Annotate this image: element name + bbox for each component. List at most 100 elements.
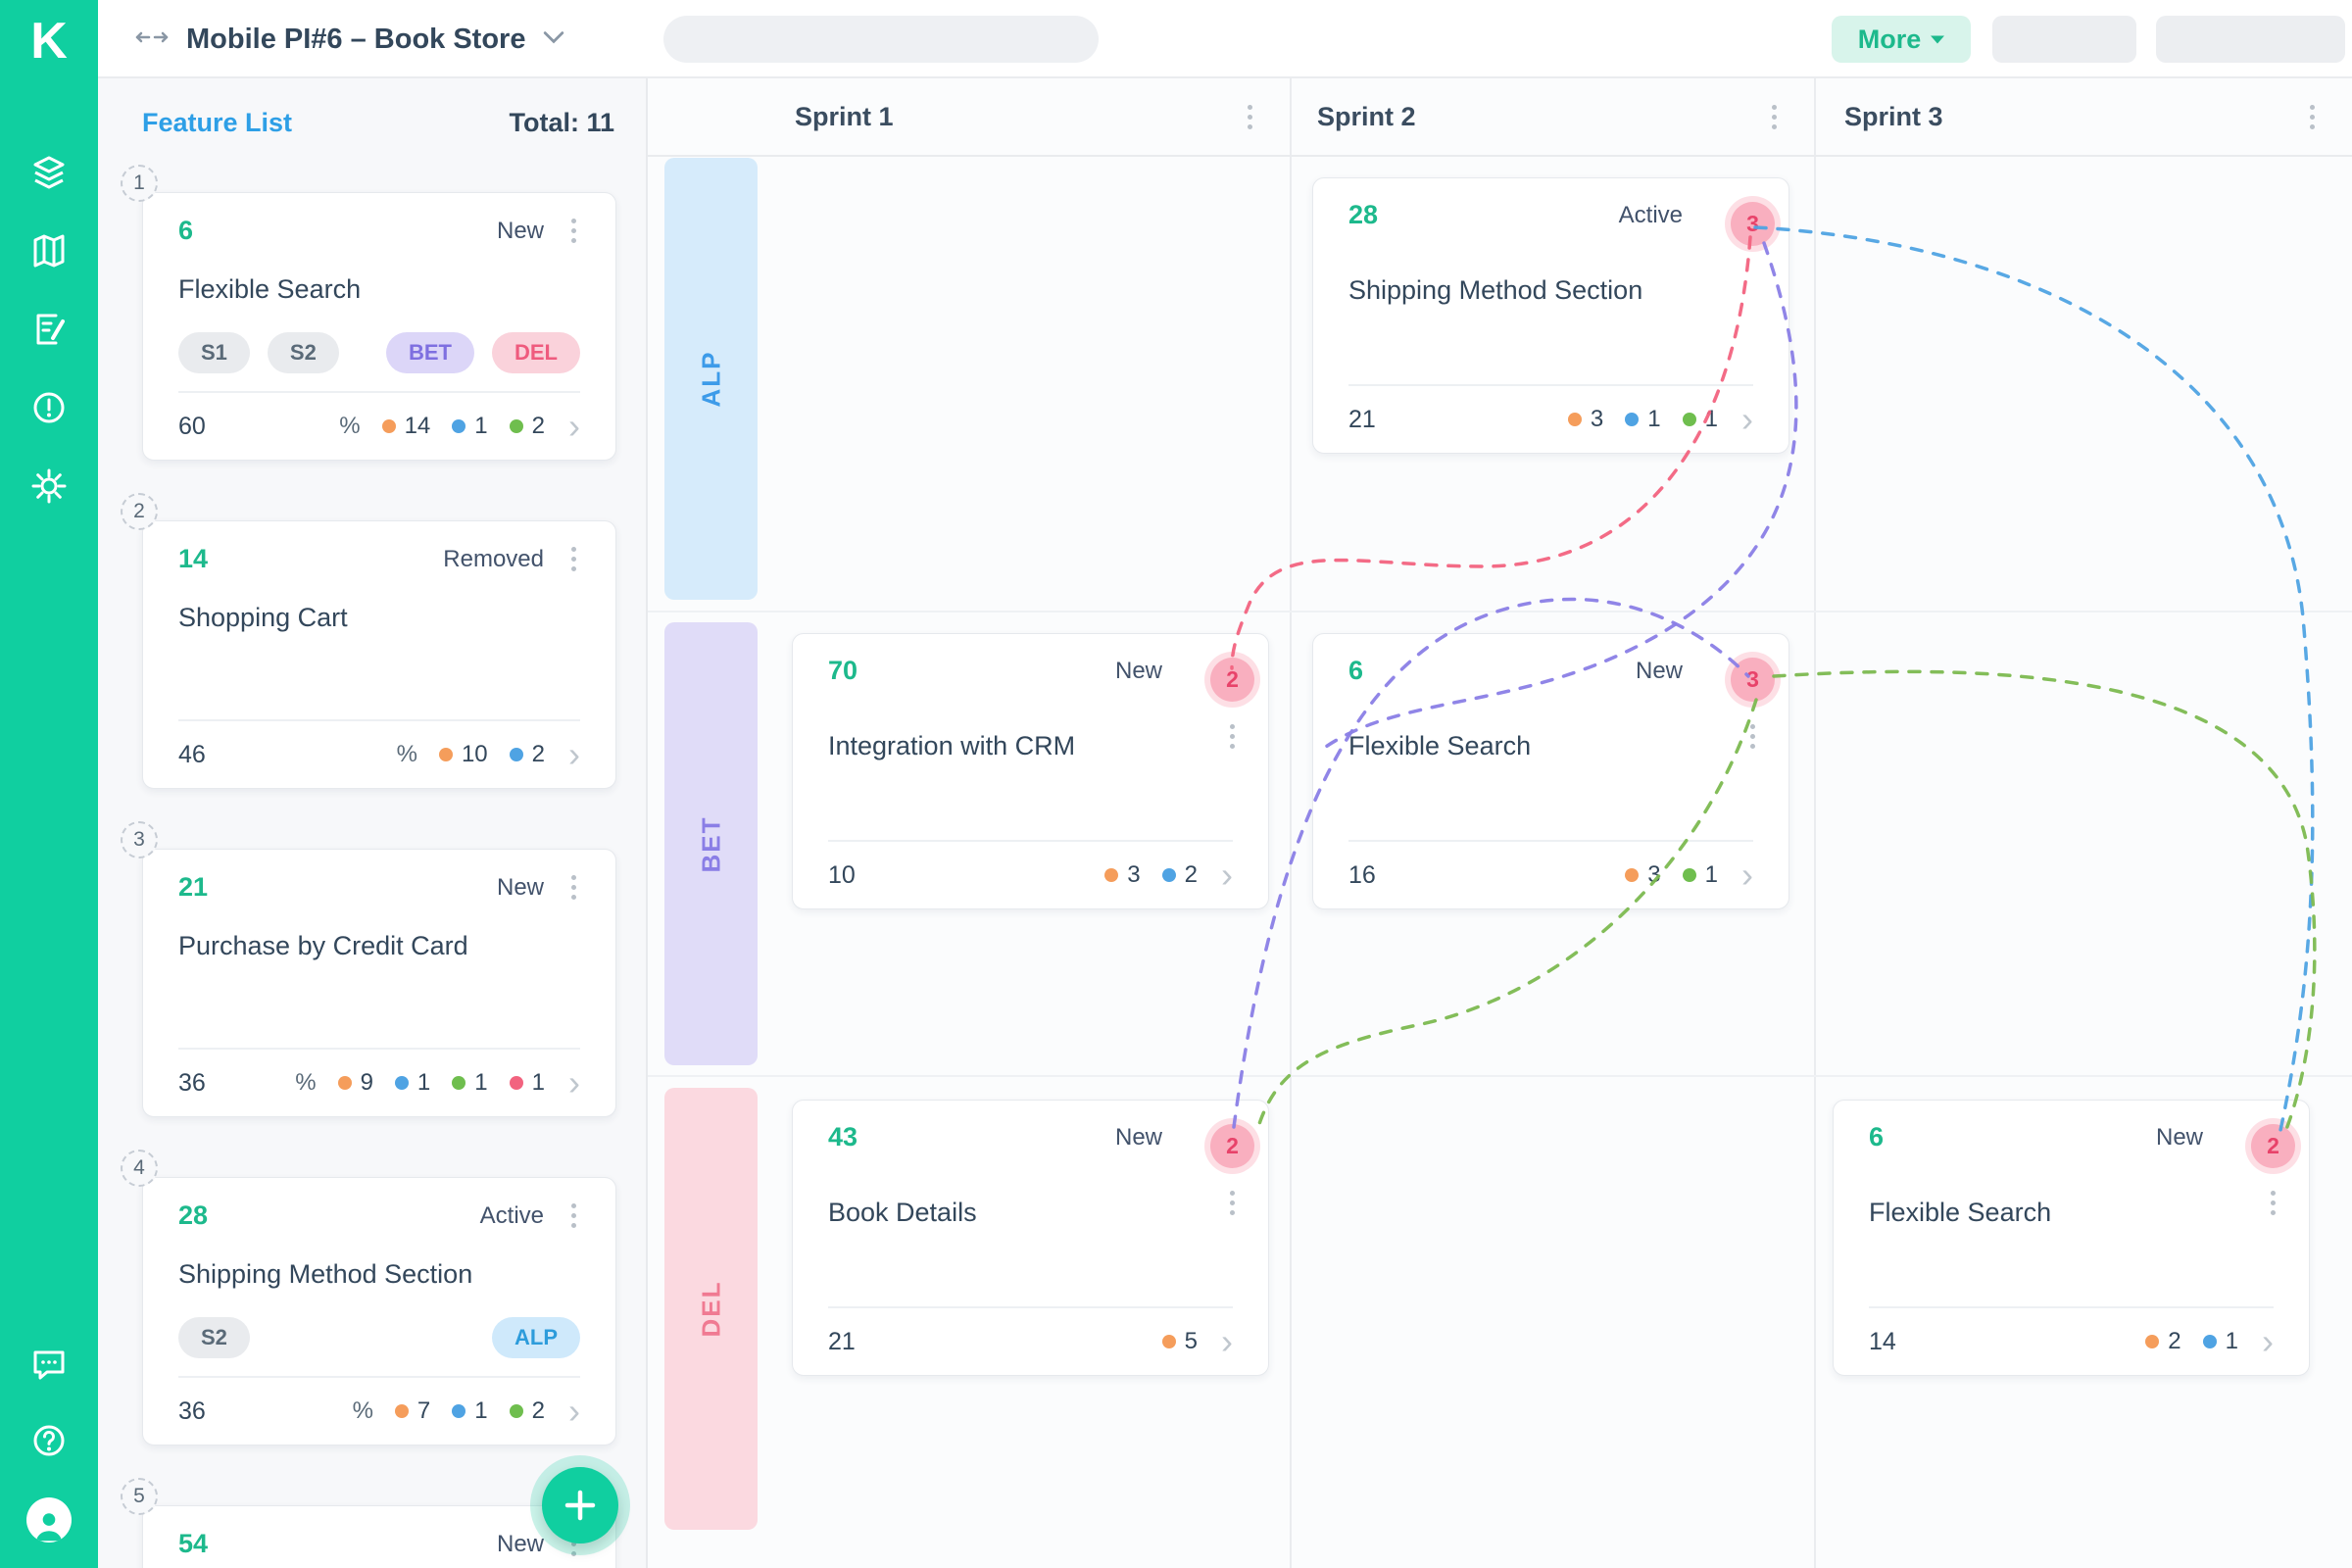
card-menu-icon[interactable] [2267,1187,2279,1219]
board-card[interactable]: 6 New 3 Flexible Search 16 3 1 › [1312,633,1789,909]
percent-sign: % [339,413,361,439]
column-title: Sprint 2 [1317,101,1416,131]
sidebar: K [0,0,98,1568]
app-logo[interactable]: K [30,13,68,70]
count-blue: 1 [452,1397,488,1425]
dependency-count-badge[interactable]: 2 [1210,1124,1254,1168]
column-menu-icon[interactable] [1244,101,1256,133]
card-tags: S2 ALP [178,1317,580,1358]
count-orange: 7 [394,1397,430,1425]
expand-chevron-icon[interactable]: › [568,734,580,774]
column-menu-icon[interactable] [1768,101,1781,133]
tag-s1[interactable]: S1 [178,332,250,373]
card-menu-icon[interactable] [567,543,580,575]
card-title: Book Details [828,1198,977,1227]
column-menu-icon[interactable] [2306,101,2319,133]
card-title: Shipping Method Section [178,1259,473,1289]
count-green: 1 [1682,861,1718,889]
dependency-count-badge[interactable]: 3 [1731,202,1775,246]
card-id: 54 [178,1529,209,1558]
card-tags [178,661,580,702]
card-id: 14 [178,544,209,573]
card-menu-icon[interactable] [567,1200,580,1232]
card-title: Flexible Search [178,274,362,304]
card-menu-icon[interactable] [567,215,580,247]
collapse-arrows-icon[interactable] [135,25,169,54]
card-status: New [496,1530,544,1557]
expand-chevron-icon[interactable]: › [568,1391,580,1431]
planning-notes-icon[interactable] [29,310,69,349]
map-icon[interactable] [29,231,69,270]
card-menu-icon[interactable] [1226,720,1239,753]
feature-card[interactable]: 28 Active Shipping Method Section S2 ALP … [142,1177,616,1446]
count-green: 2 [509,413,545,440]
board-title[interactable]: Mobile PI#6 – Book Store [186,23,526,55]
dependency-count-badge[interactable]: 2 [1210,658,1254,702]
expand-chevron-icon[interactable]: › [1221,1321,1233,1361]
board-card[interactable]: 28 Active 3 Shipping Method Section 21 3… [1312,177,1789,454]
card-size: 60 [178,412,206,440]
card-status: New [1114,657,1162,684]
board-card[interactable]: 6 New 2 Flexible Search 14 2 1 › [1833,1100,2310,1376]
feature-list-link[interactable]: Feature List [142,108,293,137]
count-orange: 14 [381,413,430,440]
feature-card[interactable]: 6 New Flexible Search S1 S2 BET DEL 60 % 14… [142,192,616,461]
card-title: Shopping Cart [178,603,348,632]
expand-chevron-icon[interactable]: › [568,406,580,446]
user-avatar[interactable] [26,1497,72,1543]
help-icon[interactable] [29,1421,69,1460]
card-size: 21 [1348,405,1376,433]
card-footer: 21 5 › [828,1306,1233,1375]
card-menu-icon[interactable] [1226,1187,1239,1219]
expand-chevron-icon[interactable]: › [1221,855,1233,895]
layers-icon[interactable] [29,153,69,192]
count-green: 1 [452,1069,488,1097]
more-button[interactable]: More [1832,16,1971,63]
expand-chevron-icon[interactable]: › [2262,1321,2274,1361]
card-id: 70 [828,656,858,685]
tag-s2[interactable]: S2 [267,332,339,373]
alert-circle-icon[interactable] [29,388,69,427]
card-footer: 16 3 1 › [1348,840,1753,908]
settings-gear-icon[interactable] [29,466,69,506]
count-orange: 9 [337,1069,373,1097]
feature-order-badge: 2 [121,493,158,530]
card-footer: 10 3 2 › [828,840,1233,908]
lane-label: ALP [696,350,725,408]
expand-chevron-icon[interactable]: › [1741,399,1753,439]
lane-del: DEL [664,1088,758,1530]
count-blue: 1 [394,1069,430,1097]
card-status: New [1635,657,1683,684]
card-footer: 14 2 1 › [1869,1306,2274,1375]
more-dropdown-icon [1931,35,1945,43]
tag-s2[interactable]: S2 [178,1317,250,1358]
card-tags: S1 S2 BET DEL [178,332,580,373]
more-button-label: More [1857,24,1922,54]
card-menu-icon[interactable] [1746,720,1759,753]
chat-icon[interactable] [29,1345,69,1384]
expand-chevron-icon[interactable]: › [568,1062,580,1102]
tag-alp[interactable]: ALP [492,1317,580,1358]
card-menu-icon[interactable] [567,871,580,904]
board-card[interactable]: 70 New 2 Integration with CRM 10 3 2 › [792,633,1269,909]
dependency-count-badge[interactable]: 2 [2251,1124,2295,1168]
board-card[interactable]: 43 New 2 Book Details 21 5 › [792,1100,1269,1376]
card-status: Active [1618,201,1683,228]
dependency-count-badge[interactable]: 3 [1731,658,1775,702]
column-title: Sprint 1 [795,101,894,131]
feature-card[interactable]: 14 Removed Shopping Cart 46 % 10 2 › [142,520,616,789]
tag-bet[interactable]: BET [386,332,474,373]
tag-del[interactable]: DEL [492,332,580,373]
search-bar[interactable] [663,16,1099,63]
feature-card[interactable]: 54 New [142,1505,616,1568]
toolbar-button-1[interactable] [1992,16,2136,63]
add-feature-button[interactable] [542,1467,618,1544]
expand-chevron-icon[interactable]: › [1741,855,1753,895]
top-bar: Mobile PI#6 – Book Store More [98,0,2352,78]
chevron-down-icon[interactable] [543,30,564,49]
count-orange: 10 [438,741,488,768]
toolbar-button-2[interactable] [2156,16,2345,63]
card-size: 10 [828,860,856,889]
